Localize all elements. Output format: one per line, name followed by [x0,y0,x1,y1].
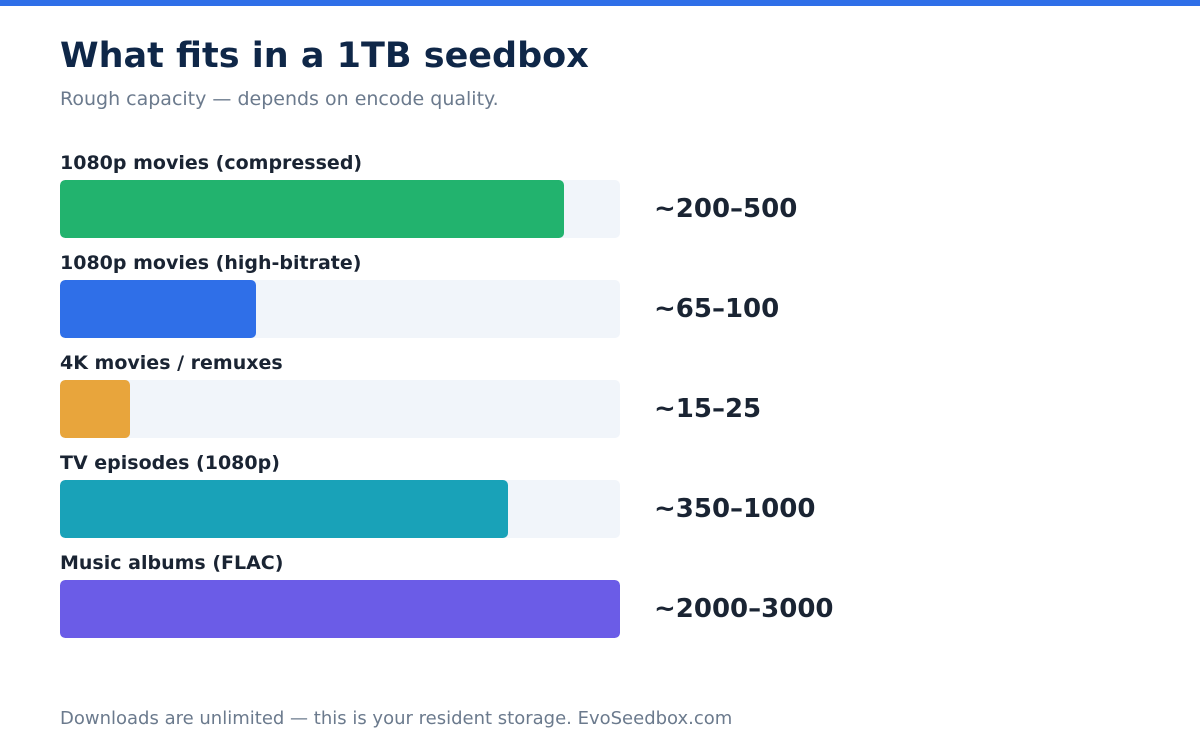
footer-note: Downloads are unlimited — this is your r… [60,708,733,729]
chart-subtitle: Rough capacity — depends on encode quali… [60,88,499,110]
bar-fill [60,180,564,238]
bar-fill [60,280,256,338]
bar-row: 1080p movies (high-bitrate) ~65–100 [60,252,960,352]
bar-category-label: 4K movies / remuxes [60,352,283,374]
bar-track [60,480,620,538]
bar-row: Music albums (FLAC) ~2000–3000 [60,552,960,652]
bar-row: TV episodes (1080p) ~350–1000 [60,452,960,552]
bar-track [60,280,620,338]
bar-value-label: ~65–100 [654,294,780,324]
top-accent-bar [0,0,1200,6]
bar-value-label: ~15–25 [654,394,762,424]
bar-track [60,580,620,638]
bar-row: 4K movies / remuxes ~15–25 [60,352,960,452]
bar-fill [60,480,508,538]
capacity-bar-chart: 1080p movies (compressed) ~200–500 1080p m… [60,152,960,652]
bar-fill [60,380,130,438]
bar-track [60,180,620,238]
bar-value-label: ~200–500 [654,194,798,224]
bar-value-label: ~2000–3000 [654,594,834,624]
bar-category-label: TV episodes (1080p) [60,452,280,474]
chart-title: What fits in a 1TB seedbox [60,36,589,76]
bar-row: 1080p movies (compressed) ~200–500 [60,152,960,252]
bar-category-label: Music albums (FLAC) [60,552,284,574]
bar-track [60,380,620,438]
bar-value-label: ~350–1000 [654,494,816,524]
bar-category-label: 1080p movies (high-bitrate) [60,252,362,274]
bar-category-label: 1080p movies (compressed) [60,152,363,174]
bar-fill [60,580,620,638]
